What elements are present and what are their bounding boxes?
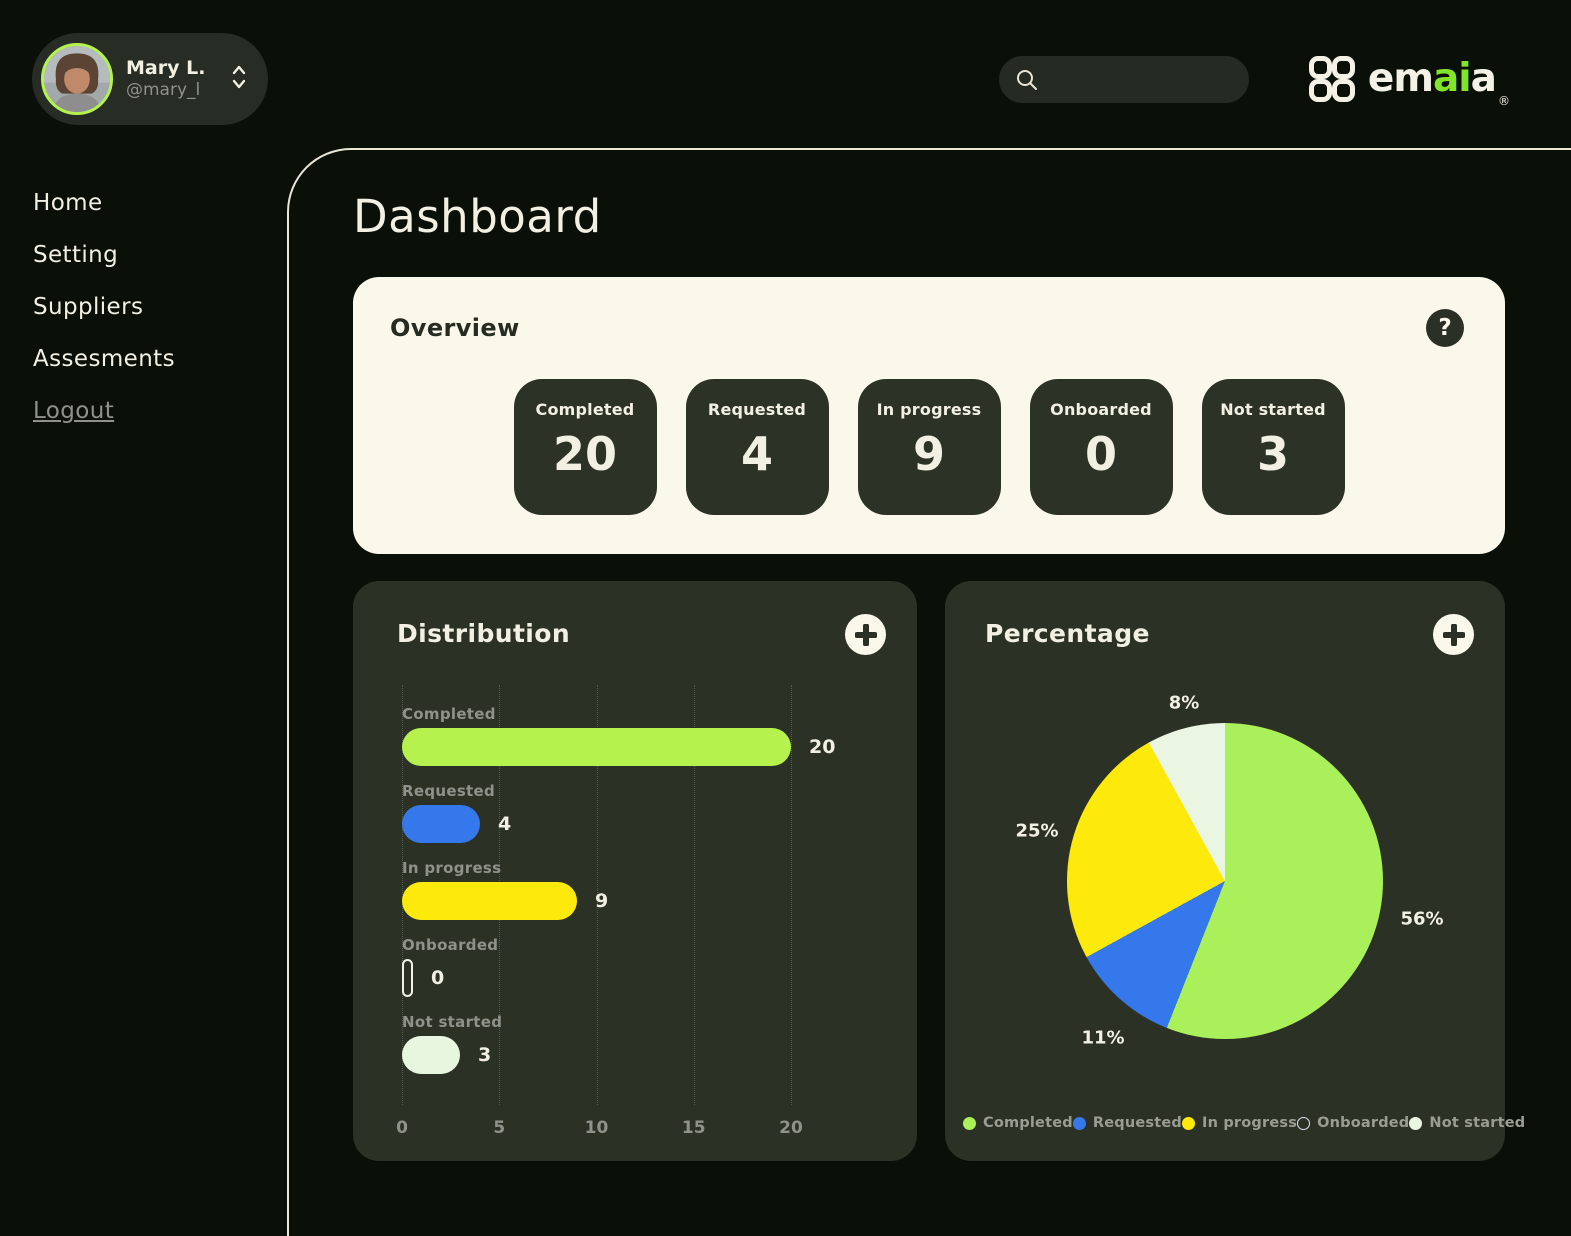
emaia-logo-icon: [1308, 56, 1355, 102]
sidebar-item-suppliers[interactable]: Suppliers: [33, 294, 144, 320]
legend-dot-onboarded: [1297, 1116, 1311, 1130]
legend-dot-in-progress: [1181, 1116, 1195, 1130]
x-tick: 15: [681, 1118, 706, 1138]
stat-value: 9: [912, 427, 945, 481]
percentage-title: Percentage: [985, 619, 1150, 648]
legend-dot-requested: [1072, 1116, 1086, 1130]
bar-completed: [402, 728, 791, 766]
x-tick: 5: [493, 1118, 506, 1138]
x-tick: 20: [779, 1118, 803, 1138]
gridline: [693, 685, 695, 1105]
distribution-title: Distribution: [397, 619, 571, 648]
bar-group-completed: Completed 20: [402, 705, 951, 766]
stat-tile-in-progress: In progress 9: [857, 379, 1001, 515]
add-button[interactable]: [845, 614, 886, 655]
stat-tile-completed: Completed 20: [513, 379, 657, 515]
percentage-card: Percentage 8% 25% 11% 56% Completed Requ…: [945, 581, 1525, 1161]
stat-value: 4: [740, 427, 773, 481]
pie-slice-label-not-started: 8%: [1168, 692, 1200, 714]
avatar: [41, 43, 113, 115]
pie-slice-label-completed: 56%: [1400, 908, 1444, 930]
stat-tile-requested: Requested 4: [685, 379, 829, 515]
sidebar-item-home[interactable]: Home: [33, 190, 103, 216]
help-button[interactable]: ?: [1426, 309, 1464, 347]
page-title: Dashboard: [353, 190, 602, 243]
legend-item-requested: Requested: [1072, 1115, 1182, 1131]
bar-chart: Completed 20 Requested 4 In progress 9 O…: [396, 685, 835, 1138]
registered-mark: ®: [1498, 94, 1510, 108]
bar-category-label: Not started: [402, 1013, 503, 1031]
x-tick: 10: [584, 1118, 609, 1138]
sidebar-item-setting[interactable]: Setting: [33, 242, 119, 268]
bar-value: 3: [478, 1044, 492, 1066]
bar-value: 20: [809, 736, 836, 758]
user-name: Mary L.: [126, 56, 206, 79]
profile-menu[interactable]: Mary L. @mary_l: [32, 33, 268, 125]
search-icon: [1017, 69, 1037, 90]
logout-link[interactable]: Logout: [33, 398, 115, 424]
bar-in-progress: [402, 882, 577, 920]
stat-label: In progress: [876, 400, 982, 419]
bar-not-started: [402, 1036, 460, 1074]
plus-icon: [854, 623, 877, 646]
stat-value: 20: [552, 427, 617, 481]
stats-row: Completed 20 Requested 4 In progress 9 O…: [353, 379, 1505, 515]
sidebar-item-assesments[interactable]: Assesments: [33, 346, 175, 372]
bar-value: 4: [498, 813, 512, 835]
pie-chart: [1067, 723, 1383, 1039]
bar-value: 9: [595, 890, 609, 912]
legend-item-in-progress: In progress: [1181, 1115, 1297, 1131]
user-handle: @mary_l: [126, 80, 201, 101]
question-mark-icon: ?: [1438, 315, 1452, 341]
stat-tile-onboarded: Onboarded 0: [1029, 379, 1173, 515]
overview-card: Overview ? Completed 20 Requested 4 In p…: [353, 277, 1505, 554]
pie-legend: Completed Requested In progress Onboarde…: [963, 1115, 1525, 1131]
search-bar[interactable]: [999, 56, 1249, 103]
bar-group-requested: Requested 4: [402, 782, 951, 843]
emaia-logo-text: emaia ®: [1367, 56, 1510, 108]
gridline: [596, 685, 598, 1105]
stat-label: Onboarded: [1050, 400, 1152, 419]
bar-group-onboarded: Onboarded 0: [402, 936, 951, 997]
stat-value: 0: [1084, 427, 1117, 481]
bar-category-label: Onboarded: [402, 936, 499, 954]
legend-dot-not-started: [1409, 1116, 1423, 1130]
bar-category-label: Requested: [402, 782, 496, 800]
add-button[interactable]: [1433, 614, 1474, 655]
bar-value: 0: [431, 967, 445, 989]
bar-group-not-started: Not started 3: [402, 1013, 951, 1074]
bar-onboarded: [402, 959, 413, 997]
emaia-logo: emaia ®: [1308, 55, 1510, 125]
distribution-card: Distribution Completed 20 Requested 4 In…: [353, 581, 917, 1161]
bar-requested: [402, 805, 480, 843]
stat-value: 3: [1256, 427, 1289, 481]
overview-title: Overview: [390, 314, 520, 342]
pie-slice-label-requested: 11%: [1081, 1027, 1125, 1049]
bar-group-in-progress: In progress 9: [402, 859, 951, 920]
pie-slice-label-in-progress: 25%: [1015, 820, 1059, 842]
x-tick: 0: [396, 1118, 408, 1138]
stat-label: Requested: [707, 400, 807, 419]
stat-label: Not started: [1220, 400, 1326, 419]
legend-dot-completed: [963, 1116, 976, 1130]
legend-item-onboarded: Onboarded: [1297, 1115, 1409, 1131]
plus-icon: [1442, 623, 1465, 646]
chevron-up-down-icon[interactable]: [230, 64, 248, 94]
gridline: [791, 685, 792, 1105]
bar-category-label: In progress: [402, 859, 502, 877]
stat-label: Completed: [535, 400, 635, 419]
legend-item-not-started: Not started: [1409, 1115, 1525, 1131]
bar-category-label: Completed: [402, 705, 496, 723]
search-input[interactable]: [1049, 70, 1235, 89]
legend-item-completed: Completed: [963, 1115, 1073, 1131]
stat-tile-not-started: Not started 3: [1201, 379, 1345, 515]
sidebar: Home Setting Suppliers Assesments Logout: [33, 190, 175, 424]
